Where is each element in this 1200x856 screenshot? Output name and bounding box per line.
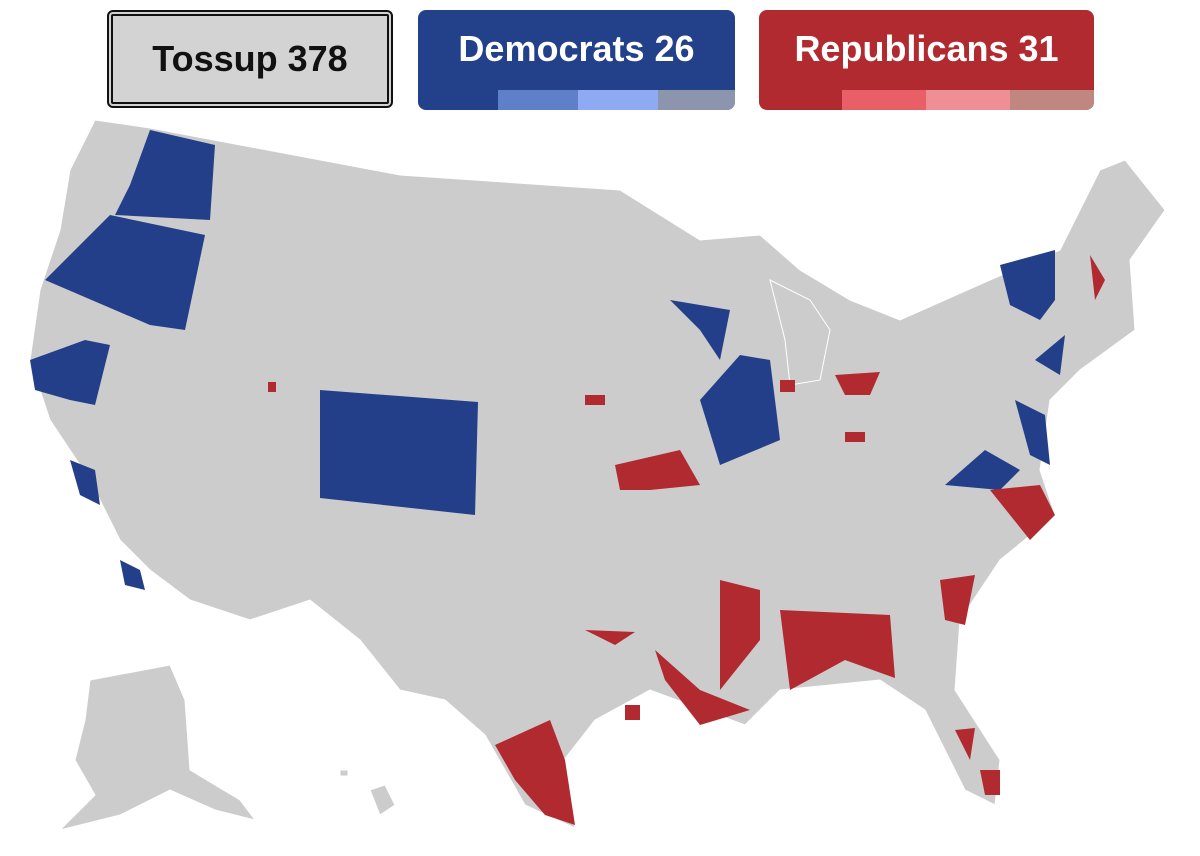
democrats-label: Democrats bbox=[458, 28, 645, 69]
dem-district bbox=[1000, 250, 1055, 320]
alaska bbox=[58, 664, 257, 831]
district-map bbox=[29, 119, 1166, 831]
likely-strip bbox=[578, 90, 658, 110]
rep-district bbox=[615, 450, 700, 490]
dem-district bbox=[120, 560, 145, 590]
democrats-count: 26 bbox=[654, 28, 695, 69]
rep-district bbox=[1090, 255, 1105, 300]
democrats-button[interactable]: Democrats 26 bbox=[418, 10, 735, 110]
lean-strip bbox=[842, 90, 926, 110]
rep-district bbox=[585, 630, 635, 645]
rep-district bbox=[990, 485, 1055, 540]
safe-strip bbox=[658, 90, 735, 110]
dem-district bbox=[45, 215, 205, 330]
rep-district bbox=[835, 372, 880, 395]
safe-strip bbox=[1010, 90, 1094, 110]
dem-district bbox=[320, 390, 478, 515]
tossup-count: 378 bbox=[287, 38, 348, 79]
dem-district bbox=[945, 450, 1020, 490]
dem-district bbox=[30, 340, 110, 405]
dem-district bbox=[670, 300, 730, 360]
rep-district bbox=[268, 380, 1000, 795]
dem-district bbox=[1035, 335, 1065, 375]
rep-district bbox=[940, 575, 975, 625]
republicans-label: Republicans bbox=[794, 28, 1009, 69]
rep-district bbox=[720, 580, 760, 690]
dem-district bbox=[115, 130, 215, 220]
rep-district bbox=[780, 610, 895, 690]
republicans-count: 31 bbox=[1018, 28, 1059, 69]
dem-district bbox=[1015, 400, 1050, 465]
lean-strip bbox=[498, 90, 578, 110]
rep-district bbox=[495, 720, 575, 825]
rep-district bbox=[655, 650, 750, 725]
likely-strip bbox=[926, 90, 1010, 110]
tossup-label: Tossup bbox=[152, 38, 278, 79]
dem-district bbox=[70, 460, 100, 505]
republicans-button[interactable]: Republicans 31 bbox=[759, 10, 1094, 110]
tossup-button[interactable]: Tossup 378 bbox=[107, 10, 393, 108]
michigan bbox=[769, 279, 831, 386]
dem-district bbox=[700, 355, 780, 465]
hawaii bbox=[339, 769, 396, 816]
